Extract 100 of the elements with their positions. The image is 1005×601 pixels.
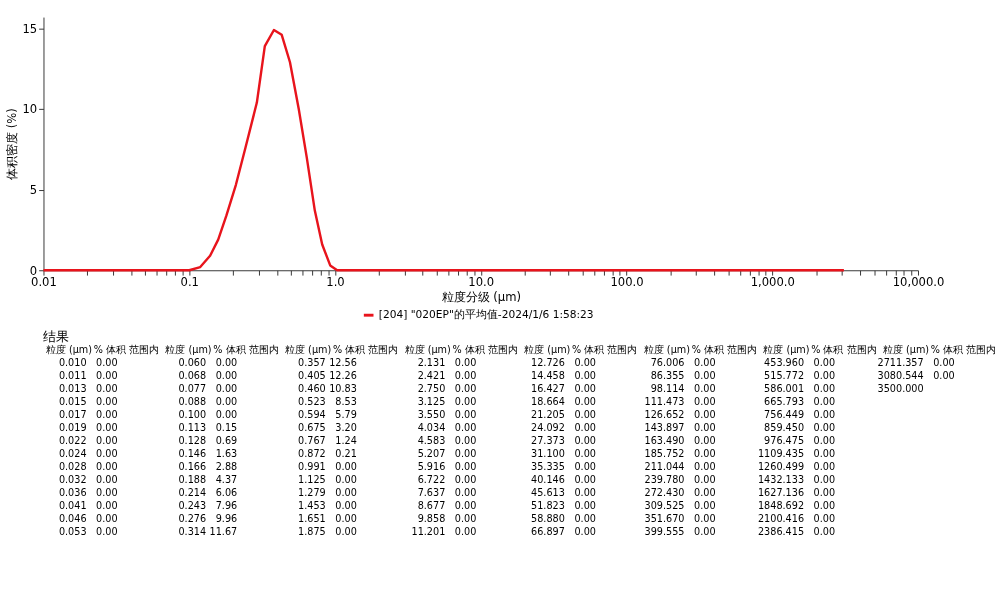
category-label: 35.335	[531, 460, 565, 472]
category-label: 0.113	[178, 422, 207, 434]
text: % 体积 范围内	[691, 344, 757, 356]
data-label: 0.00	[96, 512, 118, 524]
data-label: 11.67	[209, 525, 238, 537]
category-label: 16.427	[531, 383, 565, 395]
category-label: 0.028	[58, 460, 87, 472]
data-label: 0.00	[574, 447, 596, 459]
category-label: 5.916	[417, 460, 446, 472]
category-label: 239.780	[644, 473, 685, 485]
data-label: 8.53	[335, 396, 357, 408]
category-label: 3.550	[417, 409, 446, 421]
category-label: 21.205	[531, 409, 565, 421]
category-label: 6.722	[417, 473, 446, 485]
data-label: 1.24	[335, 435, 357, 447]
text: 粒度 (μm)	[45, 344, 93, 356]
data-label: 0.00	[694, 447, 716, 459]
category-label: 45.613	[531, 486, 565, 498]
data-label: 3.20	[335, 422, 357, 434]
data-label: 0.00	[694, 525, 716, 537]
data-label: 0.00	[813, 422, 836, 434]
data-label: 0.00	[813, 525, 836, 537]
data-label: 0.00	[813, 396, 836, 408]
category-label: 0.314	[178, 525, 207, 537]
category-label: 18.664	[531, 396, 565, 408]
category-label: 0.036	[58, 486, 87, 498]
category-label: 0.128	[178, 435, 207, 447]
data-label: 0.00	[96, 486, 118, 498]
category-label: 7.637	[417, 486, 446, 498]
legend-label: [204] "020EP"的平均值-2024/1/6 1:58:23	[378, 308, 594, 322]
data-label: 6.06	[215, 486, 238, 498]
data-label: 0.00	[335, 486, 357, 498]
category-label: 2711.357	[877, 357, 924, 369]
data-label: 0.00	[96, 435, 118, 447]
data-label: 2.88	[215, 460, 238, 472]
category-label: 2.421	[417, 370, 446, 382]
y-tick-label: 0	[29, 263, 38, 278]
data-label: 0.00	[813, 447, 836, 459]
category-label: 0.594	[298, 409, 326, 421]
category-label: 163.490	[644, 435, 685, 447]
text: 结果	[43, 328, 70, 344]
y-axis-title: 体积密度 (%)	[4, 108, 19, 181]
category-label: 0.022	[58, 435, 87, 447]
category-label: 0.068	[178, 370, 207, 382]
text: % 体积 范围内	[93, 344, 160, 356]
category-label: 0.032	[58, 473, 87, 485]
data-label: 0.00	[694, 499, 716, 511]
data-label: 0.00	[454, 486, 477, 498]
category-label: 2386.415	[757, 525, 805, 537]
category-label: 111.473	[644, 396, 685, 408]
data-label: 0.00	[454, 422, 477, 434]
data-label: 9.96	[215, 512, 238, 524]
category-label: 309.525	[644, 499, 685, 511]
data-label: 0.00	[215, 357, 238, 369]
category-label: 1432.133	[757, 473, 805, 485]
x-axis-title: 粒度分级 (μm)	[441, 289, 521, 304]
category-label: 3.125	[417, 396, 446, 408]
data-label: 0.00	[574, 357, 596, 369]
data-label: 0.00	[574, 525, 596, 537]
data-label: 1.63	[215, 447, 238, 459]
data-label: 0.00	[96, 370, 118, 382]
category-label: 0.357	[298, 357, 326, 369]
data-label: 0.00	[694, 473, 716, 485]
category-label: 98.114	[650, 383, 685, 395]
data-label: 0.00	[96, 447, 118, 459]
text: % 体积 范围内	[213, 344, 279, 356]
category-label: 12.726	[531, 357, 565, 369]
data-label: 0.00	[454, 460, 477, 472]
category-label: 0.405	[298, 370, 326, 382]
x-tick-label: 0.1	[180, 275, 199, 290]
category-label: 5.207	[417, 447, 446, 459]
category-label: 2.131	[417, 357, 446, 369]
data-label: 12.56	[329, 357, 357, 369]
x-tick-label: 10.0	[468, 275, 495, 290]
data-label: 0.00	[96, 357, 118, 369]
text: % 体积 范围内	[811, 344, 877, 356]
category-label: 0.046	[58, 512, 87, 524]
category-label: 8.677	[417, 499, 446, 511]
category-label: 399.555	[644, 525, 685, 537]
data-label: 0.00	[215, 396, 238, 408]
category-label: 51.823	[531, 499, 565, 511]
category-label: 0.523	[298, 396, 326, 408]
text: 粒度 (μm)	[404, 344, 451, 356]
data-label: 0.00	[813, 435, 836, 447]
data-label: 0.00	[694, 357, 716, 369]
data-label: 0.00	[694, 383, 716, 395]
data-label: 0.00	[96, 460, 118, 472]
category-label: 0.017	[58, 409, 87, 421]
data-label: 0.00	[454, 357, 477, 369]
data-label: 0.00	[96, 473, 118, 485]
text: 粒度 (μm)	[763, 344, 810, 356]
x-tick-label: 10,000.0	[892, 275, 945, 290]
category-label: 0.024	[58, 447, 87, 459]
data-label: 0.00	[335, 473, 357, 485]
data-label: 0.00	[574, 486, 596, 498]
data-label: 10.83	[329, 383, 357, 395]
category-label: 2100.416	[757, 512, 805, 524]
category-label: 0.146	[178, 447, 207, 459]
x-tick-label: 0.01	[31, 275, 57, 290]
x-tick-label: 100.0	[610, 275, 644, 290]
